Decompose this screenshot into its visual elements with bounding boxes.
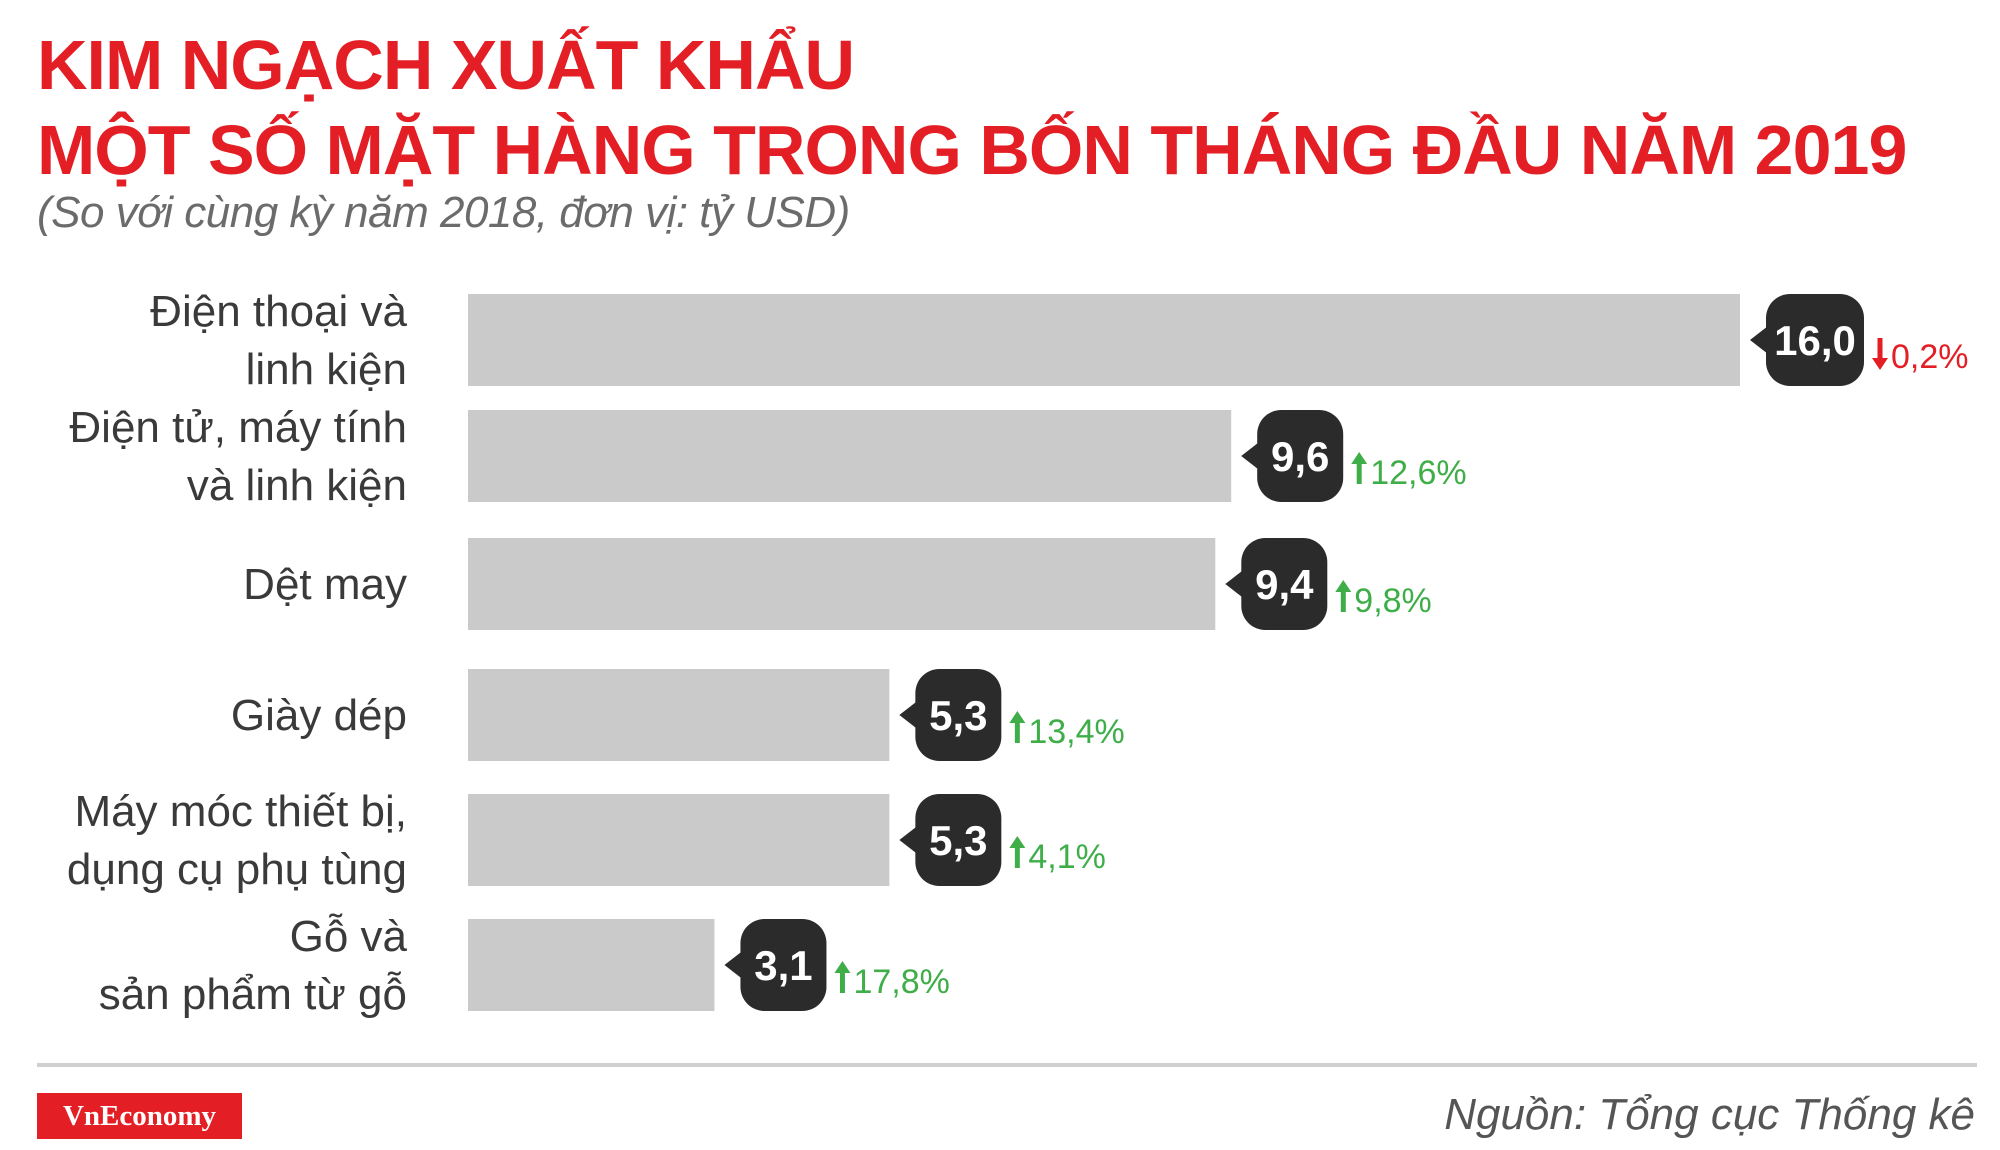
- value-bubble: [915, 794, 1002, 886]
- category-label: sản phẩm từ gỗ: [99, 970, 407, 1019]
- bar: [468, 669, 890, 761]
- chart-title-line-1: KIM NGẠCH XUẤT KHẨU: [37, 26, 855, 104]
- vneconomy-logo: VnEconomy: [37, 1093, 242, 1139]
- category-label: Điện tử, máy tính: [69, 403, 407, 452]
- footer-divider: [37, 1063, 1977, 1067]
- category-label: và linh kiện: [187, 461, 407, 510]
- arrow-up-icon: [1335, 580, 1352, 612]
- arrow-up-icon: [834, 961, 851, 993]
- arrow-up-icon: [1351, 452, 1368, 484]
- bar: [468, 794, 890, 886]
- change-label: 13,4%: [1028, 713, 1124, 751]
- chart-title-line-2: MỘT SỐ MẶT HÀNG TRONG BỐN THÁNG ĐẦU NĂM …: [37, 111, 1907, 189]
- category-label: dụng cụ phụ tùng: [67, 845, 407, 894]
- arrow-up-icon: [1009, 711, 1026, 743]
- value-label: 16,0: [1774, 317, 1856, 364]
- bar: [468, 410, 1232, 502]
- value-label: 9,4: [1255, 561, 1314, 608]
- value-bubble-pointer: [899, 701, 918, 729]
- change-label: 0,2%: [1891, 338, 1969, 376]
- bar: [468, 294, 1740, 386]
- value-label: 5,3: [929, 692, 987, 739]
- value-label: 5,3: [929, 817, 987, 864]
- category-label: Điện thoại và: [150, 287, 407, 336]
- category-label: Máy móc thiết bị,: [74, 787, 407, 836]
- category-label: linh kiện: [246, 345, 407, 394]
- value-bubble-pointer: [899, 826, 918, 854]
- value-bubble-pointer: [1750, 326, 1768, 354]
- value-bubble-pointer: [1225, 570, 1244, 598]
- change-label: 17,8%: [853, 963, 949, 1001]
- change-label: 12,6%: [1370, 454, 1466, 492]
- value-label: 3,1: [754, 942, 812, 989]
- category-label: Gỗ và: [290, 912, 408, 961]
- value-bubble: [915, 669, 1002, 761]
- bar: [468, 538, 1216, 630]
- arrow-up-icon: [1009, 836, 1026, 868]
- bar: [468, 919, 715, 1011]
- change-label: 4,1%: [1028, 838, 1106, 876]
- value-bubble-pointer: [724, 951, 743, 979]
- value-bubble: [1766, 294, 1864, 386]
- change-label: 9,8%: [1354, 582, 1432, 620]
- category-label: Dệt may: [243, 560, 407, 609]
- value-bubble-pointer: [1241, 442, 1260, 470]
- chart-subtitle: (So với cùng kỳ năm 2018, đơn vị: tỷ USD…: [37, 188, 850, 237]
- value-bubble: [1241, 538, 1328, 630]
- source-note: Nguồn: Tổng cục Thống kê: [1444, 1090, 1975, 1139]
- value-label: 9,6: [1271, 433, 1329, 480]
- value-bubble: [1257, 410, 1344, 502]
- arrow-down-icon: [1872, 338, 1888, 370]
- category-label: Giày dép: [231, 691, 407, 740]
- value-bubble: [740, 919, 827, 1011]
